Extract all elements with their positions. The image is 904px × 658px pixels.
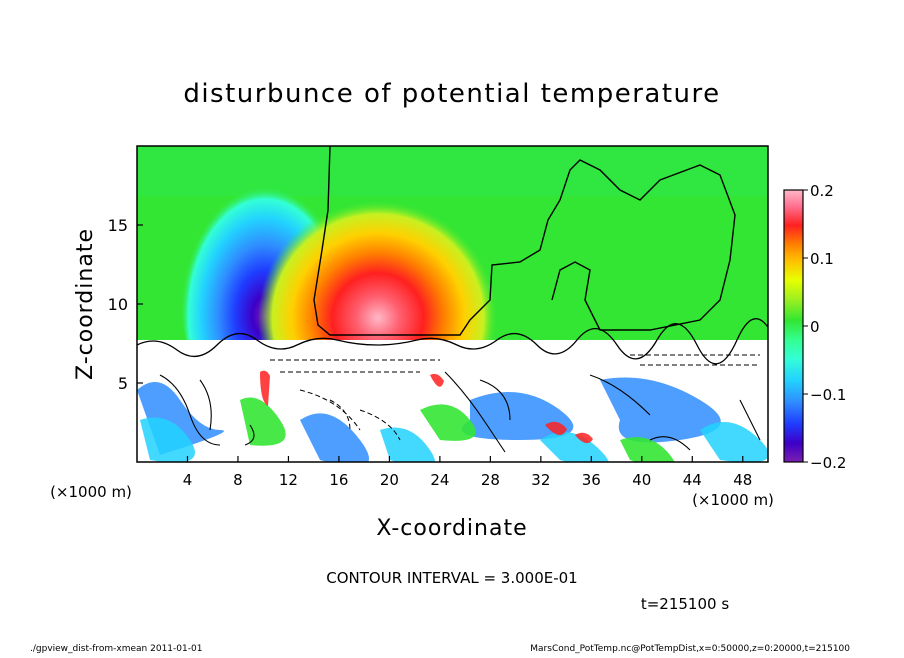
x-tick-label: 48 [733,471,752,489]
x-tick-label: 24 [430,471,449,489]
x-tick-label: 16 [329,471,348,489]
x-tick-label: 8 [233,471,243,489]
y-tick-label: 10 [108,295,128,314]
colorbar-ticks: 0.2 0.1 0 −0.1 −0.2 [803,182,846,472]
mixed-layer-top-contour [137,318,768,365]
colorbar-tick-label: −0.2 [810,454,846,472]
x-unit-right: (×1000 m) [692,491,774,509]
footer-right: MarsCond_PotTemp.nc@PotTempDist,x=0:5000… [530,644,850,654]
mixed-layer-white [137,340,768,380]
heatmap-field [137,146,768,462]
colorbar-tick-label: 0 [810,318,820,336]
x-tick-label: 28 [481,471,500,489]
lower-green-patches [240,397,675,462]
x-tick-label: 20 [380,471,399,489]
y-tick-label: 5 [118,374,128,393]
colorbar [783,189,804,463]
y-tick-label: 15 [108,216,128,235]
colorbar-tick-label: −0.1 [810,386,846,404]
x-tick-label: 40 [632,471,651,489]
contour-interval: CONTOUR INTERVAL = 3.000E-01 [326,569,577,587]
x-tick-label: 36 [582,471,601,489]
y-axis: 5 10 15 [108,216,143,393]
lower-contour-lines [159,371,761,453]
colorbar-tick-label: 0.1 [810,250,834,268]
dashed-contours [270,354,760,441]
time-label: t=215100 s [641,595,729,613]
colorbar-tick-label: 0.2 [810,182,834,200]
y-axis-label: Z-coordinate [73,228,98,380]
x-tick-label: 32 [531,471,550,489]
x-tick-label: 4 [183,471,193,489]
footer-left: ./gpview_dist-from-xmean 2011-01-01 [30,644,202,654]
lower-blue-patches [137,377,721,462]
x-tick-label: 44 [683,471,702,489]
x-axis-label: X-coordinate [376,516,527,541]
x-tick-label: 12 [279,471,298,489]
upper-contour-line [313,146,736,336]
x-unit-left: (×1000 m) [50,483,132,501]
x-axis: 4 8 12 16 20 24 28 32 36 40 44 48 [183,456,752,489]
chart-title: disturbunce of potential temperature [183,79,720,109]
